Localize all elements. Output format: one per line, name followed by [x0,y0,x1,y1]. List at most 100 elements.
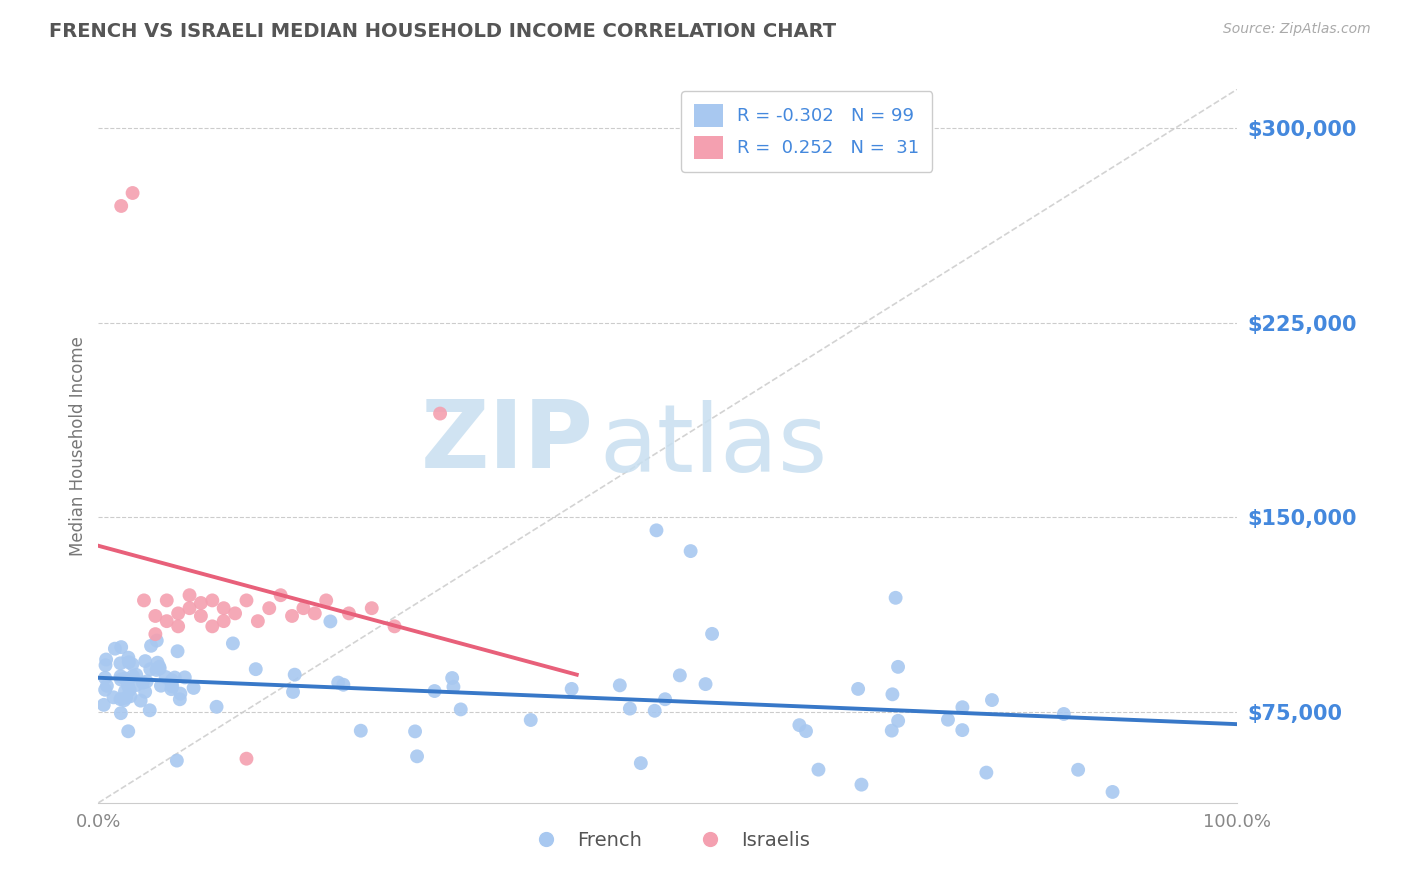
Point [284,667,307,681]
Point [1067,763,1090,777]
Point [981,693,1004,707]
Point [120,690,142,704]
Point [423,684,446,698]
Point [166,754,188,768]
Point [315,593,337,607]
Point [103,690,125,705]
Point [190,596,212,610]
Point [134,685,156,699]
Point [160,673,183,688]
Point [132,675,155,690]
Point [166,644,188,658]
Point [700,627,723,641]
Point [94,652,117,666]
Point [224,607,246,621]
Text: Source: ZipAtlas.com: Source: ZipAtlas.com [1223,22,1371,37]
Point [169,687,191,701]
Point [976,765,998,780]
Point [114,684,136,698]
Point [145,609,167,624]
Point [94,671,117,685]
Point [121,657,143,672]
Point [169,692,191,706]
Point [441,671,464,685]
Point [235,593,257,607]
Point [645,524,668,538]
Point [96,679,118,693]
Text: atlas: atlas [599,400,828,492]
Point [94,682,117,697]
Point [201,619,224,633]
Text: FRENCH VS ISRAELI MEDIAN HOUSEHOLD INCOME CORRELATION CHART: FRENCH VS ISRAELI MEDIAN HOUSEHOLD INCOM… [49,22,837,41]
Point [846,681,869,696]
Point [145,627,167,641]
Point [110,669,132,683]
Point [450,702,472,716]
Point [245,662,267,676]
Point [179,601,201,615]
Point [654,692,676,706]
Point [138,703,160,717]
Point [93,698,115,712]
Point [148,660,170,674]
Point [882,687,904,701]
Point [561,681,583,696]
Point [443,680,465,694]
Point [125,678,148,692]
Point [644,704,666,718]
Point [110,657,132,671]
Point [519,713,541,727]
Legend: French, Israelis: French, Israelis [519,822,817,857]
Point [350,723,373,738]
Point [160,677,183,691]
Point [887,714,910,728]
Point [205,699,228,714]
Y-axis label: Median Household Income: Median Household Income [69,336,87,556]
Point [149,679,172,693]
Point [179,588,201,602]
Point [163,671,186,685]
Point [173,670,195,684]
Point [619,701,641,715]
Point [155,670,177,684]
Point [117,724,139,739]
Point [146,656,169,670]
Point [110,706,132,721]
Point [132,593,155,607]
Point [129,693,152,707]
Point [149,661,172,675]
Point [145,663,167,677]
Point [145,633,167,648]
Point [679,544,702,558]
Point [1053,706,1076,721]
Point [887,660,910,674]
Point [950,723,973,738]
Point [104,641,127,656]
Point [139,639,162,653]
Point [695,677,717,691]
Point [190,609,212,624]
Point [135,674,157,689]
Point [156,593,179,607]
Point [281,685,304,699]
Point [139,662,162,676]
Point [406,749,429,764]
Point [851,778,873,792]
Point [122,669,145,683]
Point [807,763,830,777]
Point [134,654,156,668]
Text: ZIP: ZIP [420,396,593,489]
Point [429,407,451,421]
Point [884,591,907,605]
Point [110,673,132,687]
Point [115,690,138,705]
Point [121,186,143,200]
Point [270,588,292,602]
Point [292,601,315,615]
Point [319,615,342,629]
Point [936,713,959,727]
Point [125,668,148,682]
Point [669,668,692,682]
Point [404,724,426,739]
Point [630,756,652,771]
